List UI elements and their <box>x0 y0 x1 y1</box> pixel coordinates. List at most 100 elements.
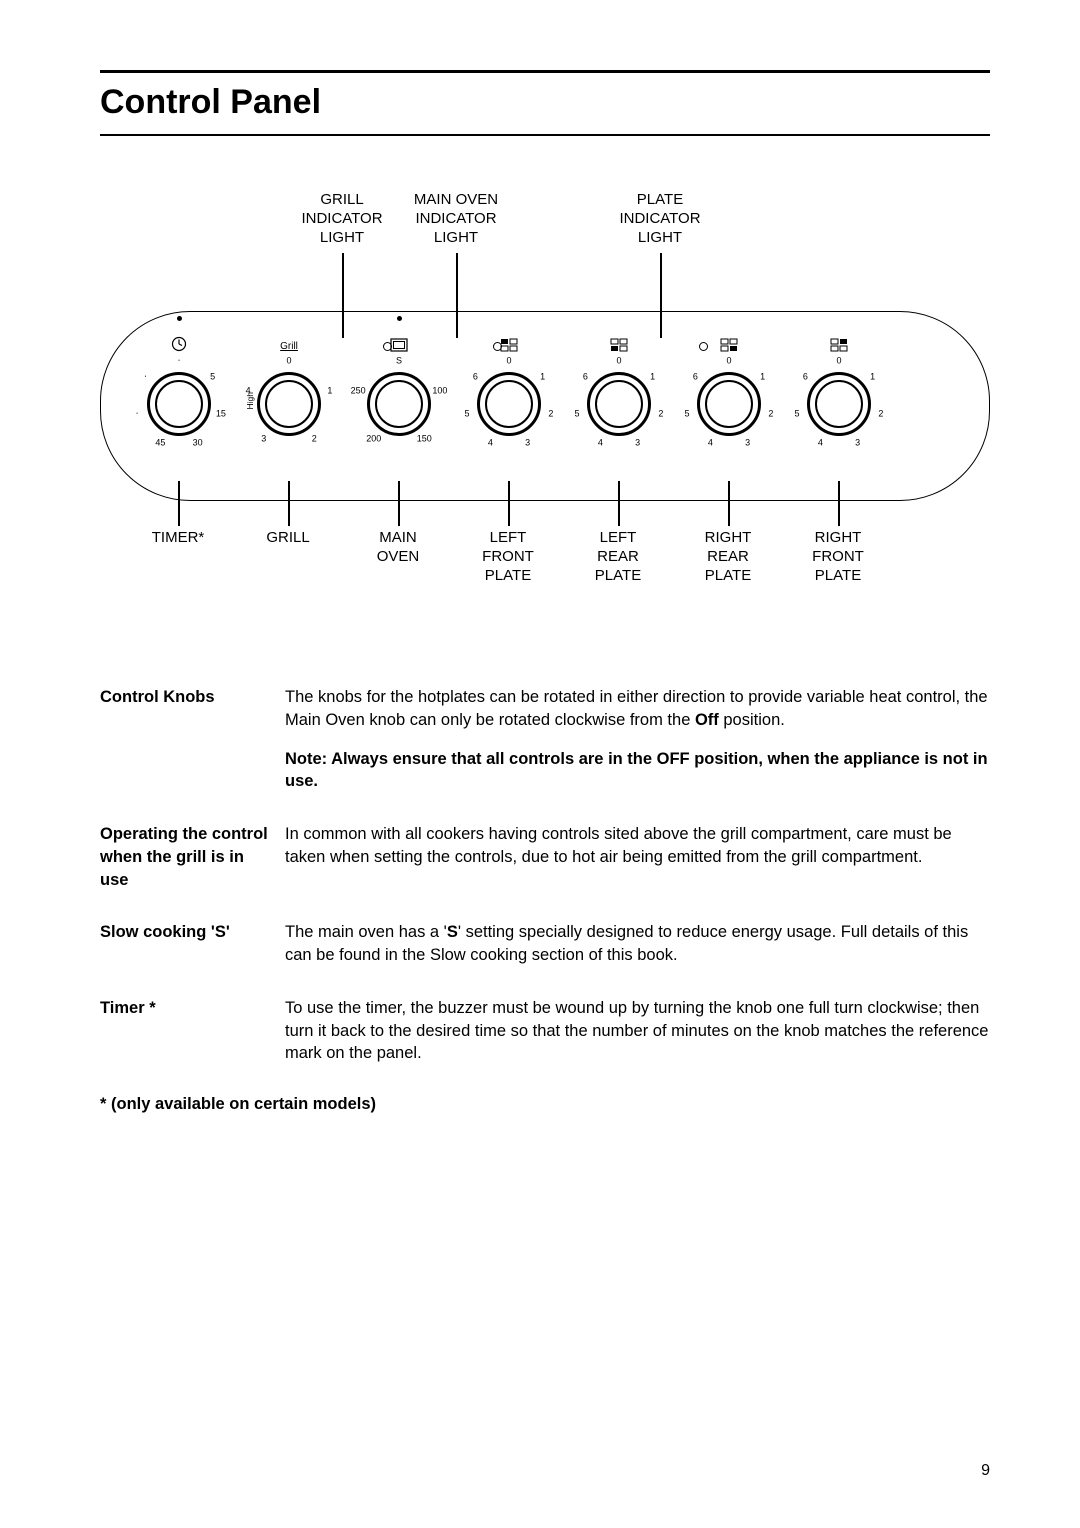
dial-tick: 2 <box>548 409 553 418</box>
dial-tick: 0 <box>616 357 621 366</box>
knob-icon-row <box>463 330 555 352</box>
right-rear-plate-knob: 0123456 <box>683 330 775 450</box>
knob-icon-row <box>353 330 445 352</box>
dial: S100150200250 <box>353 358 445 450</box>
dial: 0 1 2 3 4 5 6 <box>463 358 555 450</box>
leader-line <box>618 481 620 526</box>
page-number: 9 <box>981 1462 990 1480</box>
right-front-plate-knob: 0123456 <box>793 330 885 450</box>
dial-tick: 3 <box>745 438 750 447</box>
page-title: Control Panel <box>100 83 990 122</box>
dial-tick: 3 <box>525 438 530 447</box>
dial-tick: 5 <box>210 373 215 382</box>
section-row: Timer *To use the timer, the buzzer must… <box>100 997 990 1065</box>
dial: 0 1 2 3 4 5 6 <box>573 358 665 450</box>
dial-tick: 200 <box>366 434 381 443</box>
knob-bottom-label: RIGHTREARPLATE <box>683 529 773 585</box>
dial-tick: 150 <box>417 434 432 443</box>
leader-line <box>288 481 290 526</box>
leader-line <box>508 481 510 526</box>
top-rule <box>100 70 990 73</box>
dial-tick: 4 <box>818 438 823 447</box>
dial-tick: 2 <box>878 409 883 418</box>
leader-line <box>728 481 730 526</box>
dial-tick: 5 <box>465 409 470 418</box>
indicator-label: GRILLINDICATORLIGHT <box>292 191 392 247</box>
dial-tick: 1 <box>870 373 875 382</box>
dial: 0123456 <box>683 358 775 450</box>
oven-box-icon <box>390 338 408 352</box>
dial-tick: 2 <box>658 409 663 418</box>
section-note: Note: Always ensure that all controls ar… <box>285 748 990 794</box>
dial-vert-label: High <box>245 392 255 409</box>
dial-tick: 0 <box>836 357 841 366</box>
content-body: Control KnobsThe knobs for the hotplates… <box>100 686 990 1065</box>
dial-ref-dot <box>177 316 182 321</box>
knob-icon-row <box>683 330 775 352</box>
footnote: * (only available on certain models) <box>100 1095 990 1114</box>
dial-ref-dot <box>397 316 402 321</box>
section-row: Operating the control when the grill is … <box>100 823 990 891</box>
plate-lr-icon <box>610 338 628 352</box>
leader-line <box>838 481 840 526</box>
dial-tick: 0 <box>286 357 291 366</box>
dial-tick: 250 <box>351 386 366 395</box>
dial-tick: S <box>396 357 402 366</box>
leader-line <box>178 481 180 526</box>
dial-tick: 6 <box>473 373 478 382</box>
dial: 0123456 <box>793 358 885 450</box>
dial-tick: ‧ <box>136 409 139 418</box>
dial: ‧5153045‧‧ <box>133 358 225 450</box>
dial-tick: 15 <box>216 409 226 418</box>
control-panel-diagram: GRILLINDICATORLIGHTMAIN OVENINDICATORLIG… <box>100 191 990 631</box>
plate-rr-icon <box>720 338 738 352</box>
knob-bottom-label: GRILL <box>243 529 333 548</box>
dial-tick: 5 <box>795 409 800 418</box>
dial-tick: 2 <box>312 434 317 443</box>
grill-knob: Grill01234High <box>243 330 335 450</box>
dial-tick: 3 <box>261 434 266 443</box>
dial-tick: 3 <box>855 438 860 447</box>
leader-line <box>398 481 400 526</box>
main-oven-knob: S100150200250 <box>353 330 445 450</box>
clock-icon <box>171 336 187 352</box>
dial-tick: 45 <box>155 438 165 447</box>
knob-bottom-label: LEFTREARPLATE <box>573 529 663 585</box>
section-label: Operating the control when the grill is … <box>100 823 285 891</box>
dial-tick: 4 <box>708 438 713 447</box>
dial-tick: 1 <box>760 373 765 382</box>
left-rear-plate-knob: 0 1 2 3 4 5 6 <box>573 330 665 450</box>
indicator-label: PLATEINDICATORLIGHT <box>610 191 710 247</box>
dial-tick: 6 <box>583 373 588 382</box>
plate-rf-icon <box>830 338 848 352</box>
dial-tick: 30 <box>193 438 203 447</box>
dial-tick: 4 <box>488 438 493 447</box>
knob-bottom-label: MAINOVEN <box>353 529 443 567</box>
dial-tick: 6 <box>693 373 698 382</box>
under-title-rule <box>100 134 990 136</box>
section-row: Slow cooking 'S'The main oven has a 'S' … <box>100 921 990 967</box>
knob-icon-row <box>793 330 885 352</box>
knob-bottom-label: RIGHTFRONTPLATE <box>793 529 883 585</box>
dial-tick: ‧ <box>144 373 147 382</box>
dial-tick: 3 <box>635 438 640 447</box>
knob-bottom-label: TIMER* <box>133 529 223 548</box>
section-label: Control Knobs <box>100 686 285 793</box>
dial-tick: 0 <box>726 357 731 366</box>
dial-tick: 1 <box>650 373 655 382</box>
dial-tick: 1 <box>540 373 545 382</box>
left-front-plate-knob: 0 1 2 3 4 5 6 <box>463 330 555 450</box>
plate-lf-icon <box>500 338 518 352</box>
section-body: To use the timer, the buzzer must be wou… <box>285 997 990 1065</box>
knob-icon-row: Grill <box>243 330 335 352</box>
indicator-label: MAIN OVENINDICATORLIGHT <box>406 191 506 247</box>
knob-icon-row <box>133 330 225 352</box>
dial: 01234High <box>243 358 335 450</box>
knob-icon-row <box>573 330 665 352</box>
dial-tick: 4 <box>598 438 603 447</box>
section-body: The main oven has a 'S' setting speciall… <box>285 921 990 967</box>
knob-bottom-label: LEFTFRONTPLATE <box>463 529 553 585</box>
dial-tick: 5 <box>575 409 580 418</box>
dial-tick: 0 <box>506 357 511 366</box>
timer-knob: ‧5153045‧‧ <box>133 330 225 450</box>
